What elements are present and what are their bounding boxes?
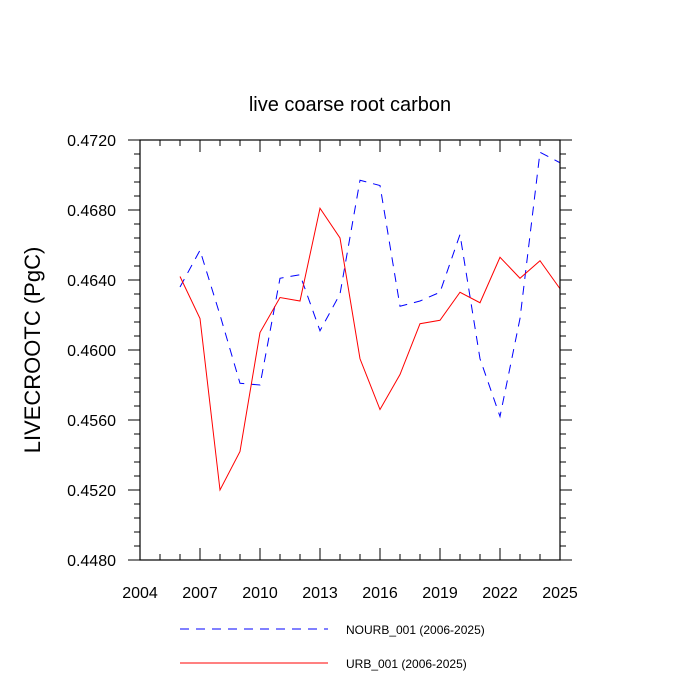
y-tick-label: 0.4600 [67, 343, 116, 360]
x-tick-label: 2025 [542, 585, 578, 602]
x-tick-label: 2013 [302, 585, 338, 602]
x-tick-label: 2016 [362, 585, 398, 602]
legend-label-urb: URB_001 (2006-2025) [346, 657, 467, 671]
series-layer [179, 151, 561, 492]
x-tick-label: 2010 [242, 585, 278, 602]
series-line-urb [179, 206, 561, 492]
legend-label-nourb: NOURB_001 (2006-2025) [346, 623, 485, 637]
chart-title: live coarse root carbon [249, 94, 451, 116]
plot-frame [139, 139, 561, 561]
y-tick-label: 0.4640 [67, 273, 116, 290]
x-tick-label: 2007 [182, 585, 218, 602]
y-tick-label: 0.4520 [67, 483, 116, 500]
tick-labels-layer: 2004 2007 2010 2013 2016 2019 2022 2025 0.4480 0.… [67, 133, 578, 602]
x-tick-label: 2019 [422, 585, 458, 602]
x-tick-label: 2022 [482, 585, 518, 602]
y-tick-label: 0.4560 [67, 413, 116, 430]
y-tick-label: 0.4680 [67, 203, 116, 220]
y-tick-label: 0.4480 [67, 553, 116, 570]
ticks-layer [128, 139, 572, 561]
x-tick-label: 2004 [122, 585, 158, 602]
y-axis-label: LIVECROOTC (PgC) [20, 247, 45, 454]
series-line-nourb [179, 151, 561, 419]
legend: NOURB_001 (2006-2025) URB_001 (2006-2025) [180, 623, 485, 671]
y-tick-label: 0.4720 [67, 133, 116, 150]
